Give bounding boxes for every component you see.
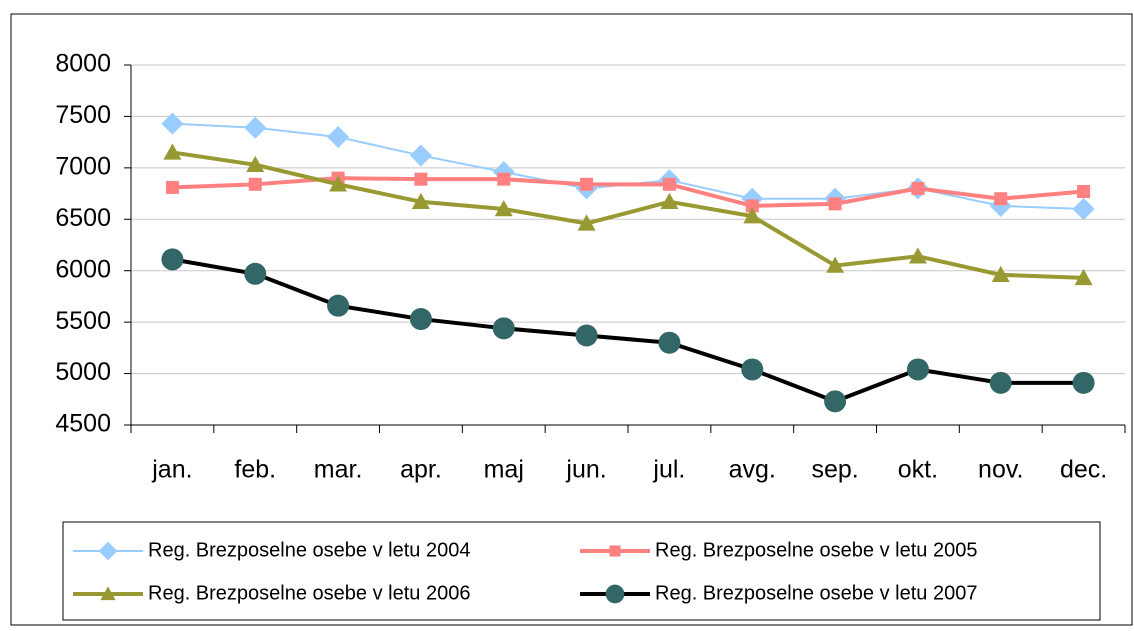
marker (494, 200, 513, 217)
y-tick-label: 8000 (55, 50, 111, 78)
marker (580, 177, 594, 191)
marker (991, 265, 1010, 283)
x-tick-label: avg. (729, 456, 776, 484)
marker (100, 586, 116, 601)
y-tick-label: 5500 (55, 307, 111, 335)
x-tick-label: sep. (811, 456, 858, 484)
marker (327, 294, 350, 317)
y-tick-label: 7000 (55, 152, 111, 180)
marker (329, 175, 348, 192)
y-tick-label: 6000 (55, 255, 111, 283)
marker (161, 248, 184, 271)
marker (994, 192, 1008, 206)
marker (906, 358, 929, 381)
marker (828, 197, 842, 211)
marker (605, 584, 625, 604)
x-tick-label: nov. (978, 456, 1023, 484)
marker (163, 143, 182, 160)
marker (161, 112, 184, 135)
legend-box (62, 521, 1101, 621)
x-tick-label: dec. (1060, 456, 1107, 484)
marker (165, 180, 179, 194)
marker (327, 126, 350, 148)
marker (575, 324, 598, 347)
marker (911, 181, 925, 195)
marker (1072, 198, 1095, 220)
series-line (172, 150, 1084, 280)
marker (609, 545, 621, 557)
marker (908, 247, 927, 264)
marker (741, 358, 764, 381)
marker (989, 371, 1012, 394)
marker (409, 308, 432, 331)
x-tick-label: feb. (234, 456, 276, 484)
x-tick-label: maj (484, 456, 524, 484)
legend-label: Reg. Brezposelne osebe v letu 2006 (148, 582, 470, 604)
marker (1072, 371, 1095, 394)
x-tick-label: jun. (565, 456, 606, 484)
marker (246, 155, 265, 172)
series-line (172, 257, 1084, 404)
marker (414, 172, 428, 186)
marker (497, 172, 511, 186)
legend-label: Reg. Brezposelne osebe v letu 2007 (655, 582, 977, 604)
marker (1077, 185, 1091, 199)
y-tick-label: 4500 (55, 410, 111, 438)
marker (745, 199, 759, 213)
x-tick-label: okt. (898, 456, 938, 484)
marker (743, 207, 762, 224)
marker (1074, 268, 1093, 286)
marker (826, 256, 845, 273)
x-tick-label: jul. (652, 456, 685, 484)
legend-label: Reg. Brezposelne osebe v letu 2004 (148, 539, 470, 561)
x-tick-label: apr. (400, 456, 442, 484)
marker (577, 214, 596, 231)
marker (824, 390, 847, 413)
marker (244, 262, 267, 285)
marker (98, 541, 118, 561)
marker (411, 192, 430, 209)
x-tick-label: mar. (314, 456, 363, 484)
marker (248, 177, 262, 191)
marker (409, 144, 432, 167)
x-tick-label: jan. (151, 456, 192, 484)
marker (492, 317, 515, 340)
marker (244, 116, 267, 139)
y-tick-label: 6500 (55, 204, 111, 232)
y-tick-label: 7500 (55, 101, 111, 129)
marker (662, 177, 676, 191)
marker (658, 331, 681, 354)
marker (660, 192, 679, 209)
legend-label: Reg. Brezposelne osebe v letu 2005 (655, 539, 977, 561)
y-tick-label: 5000 (55, 358, 111, 386)
